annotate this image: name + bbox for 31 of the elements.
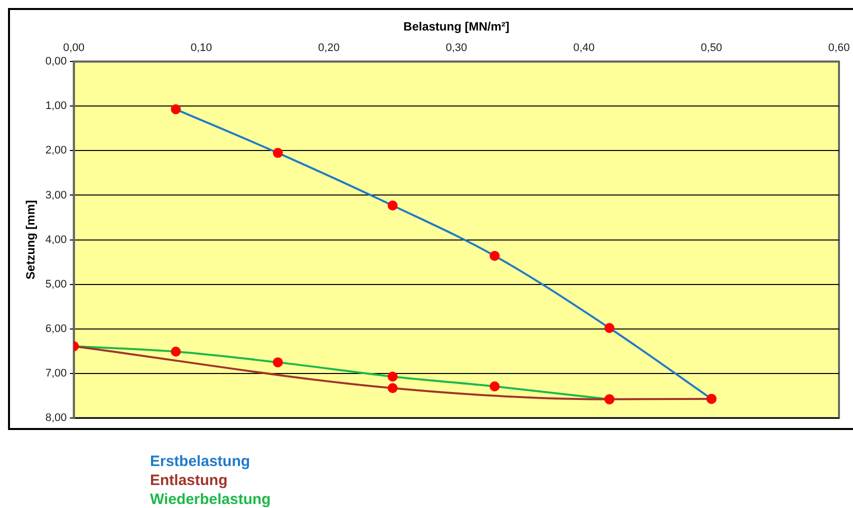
point — [272, 148, 283, 158]
point — [604, 323, 614, 334]
x-tick-label: 0,60 — [828, 42, 850, 54]
text: Erstbelastung — [150, 452, 252, 471]
y-tick-label: 8,00 — [45, 412, 67, 424]
x-tick-label: 0,50 — [700, 42, 722, 54]
point — [490, 250, 500, 261]
y-tick-label: 4,00 — [45, 234, 67, 246]
text: Entlastung — [150, 471, 228, 490]
y-axis-title: Setzung [mm] — [24, 200, 38, 280]
x-tick-label: 0,40 — [573, 42, 595, 54]
y-tick-label: 0,00 — [45, 56, 67, 68]
point — [388, 372, 398, 382]
y-tick-label: 2,00 — [45, 144, 67, 157]
y-tick-label: 5,00 — [45, 278, 67, 290]
point — [170, 104, 181, 114]
text: Wiederbelastung — [150, 490, 271, 508]
point — [388, 200, 398, 210]
point — [490, 381, 500, 392]
y-tick-label: 3,00 — [45, 189, 67, 202]
x-tick-label: 0,10 — [190, 42, 212, 54]
y-tick-label: 6,00 — [45, 322, 67, 335]
y-tick-label: 1,00 — [45, 100, 67, 112]
x-axis-title: Belastung [MN/m²] — [403, 20, 510, 34]
x-tick-label: 0,20 — [318, 42, 340, 54]
x-tick-label: 0,00 — [63, 42, 85, 54]
point — [170, 346, 181, 357]
y-tick-label: 7,00 — [45, 367, 67, 380]
point — [388, 383, 398, 394]
x-tick-label: 0,30 — [446, 42, 468, 54]
point — [272, 357, 283, 368]
